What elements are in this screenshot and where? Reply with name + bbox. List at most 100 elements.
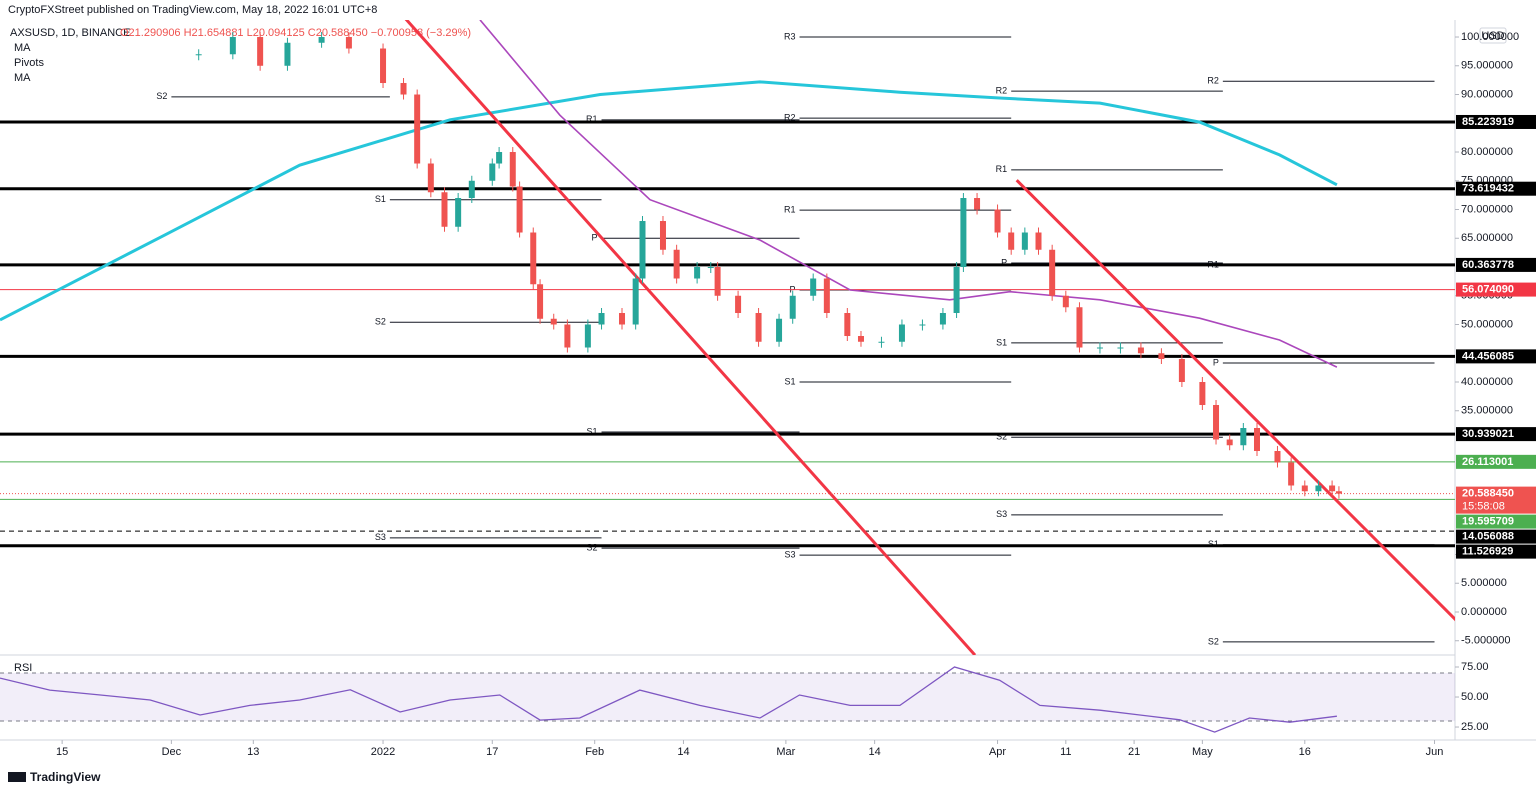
- x-tick-label: 15: [56, 746, 68, 758]
- candle: [960, 198, 967, 268]
- y-tick-label: 95.000000: [1461, 60, 1513, 72]
- candle: [380, 48, 387, 84]
- rsi-band: [0, 673, 1455, 722]
- rsi-tick-label: 75.00: [1461, 661, 1489, 673]
- candle: [229, 37, 236, 55]
- pivot-label: S1: [1208, 539, 1219, 549]
- x-tick-label: Mar: [776, 746, 795, 758]
- currency[interactable]: USD: [1481, 30, 1504, 42]
- candle: [735, 295, 742, 314]
- y-tick-label: -5.000000: [1461, 635, 1511, 647]
- x-tick-label: 14: [677, 746, 689, 758]
- candle: [953, 267, 960, 314]
- pivot-label: S1: [996, 337, 1007, 347]
- level-label: 19.595709: [1462, 516, 1514, 528]
- level-box: [1456, 181, 1536, 196]
- candle: [1178, 359, 1185, 383]
- candle: [516, 186, 523, 233]
- countdown: 15:58:08: [1462, 501, 1505, 513]
- candle: [1240, 428, 1247, 446]
- candle: [673, 249, 680, 279]
- pivot-label: R2: [1207, 76, 1219, 86]
- candle: [1008, 232, 1015, 250]
- rsi-line: [0, 666, 1337, 733]
- last-price-label: 20.588450: [1462, 488, 1514, 500]
- candle: [489, 163, 496, 181]
- indicator-label: MA: [14, 42, 31, 54]
- logo: [8, 772, 26, 782]
- pivot-label: S2: [996, 432, 1007, 442]
- pivot-label: S3: [996, 509, 1007, 519]
- candle: [318, 37, 325, 43]
- candle: [1274, 450, 1281, 463]
- candle: [1199, 382, 1206, 406]
- candle: [530, 232, 537, 285]
- currency-box[interactable]: [1479, 27, 1507, 44]
- indicator-label: MA: [14, 72, 31, 84]
- rsi-title: RSI: [14, 662, 32, 674]
- x-tick-label: Dec: [162, 746, 182, 758]
- pivot-label: S1: [375, 194, 386, 204]
- pivot-label: S1: [587, 426, 598, 436]
- y-tick-label: 50.000000: [1461, 318, 1513, 330]
- candle: [1288, 462, 1295, 486]
- x-tick-label: 2022: [371, 746, 395, 758]
- level-box: [1456, 529, 1536, 544]
- pivot-label: S3: [375, 532, 386, 542]
- level-label: 14.056088: [1462, 531, 1514, 543]
- pivot-label: S2: [587, 543, 598, 553]
- level-box: [1456, 257, 1536, 272]
- symbol: AXSUSD, 1D, BINANCE: [10, 27, 130, 39]
- pivot-label: R2: [784, 112, 796, 122]
- candle: [659, 221, 666, 250]
- y-tick-label: 65.000000: [1461, 232, 1513, 244]
- candle: [619, 313, 626, 325]
- candle: [1035, 232, 1042, 250]
- level-box: [1456, 349, 1536, 364]
- candle: [1335, 491, 1342, 494]
- level-box: [1456, 454, 1536, 469]
- candle: [584, 324, 591, 348]
- level-box: [1456, 114, 1536, 129]
- level-box: [1456, 544, 1536, 559]
- pivot-label: R2: [996, 85, 1008, 95]
- level-label: 30.939021: [1462, 428, 1514, 440]
- footer: TradingView: [30, 770, 101, 784]
- indicator-label: Pivots: [14, 57, 44, 69]
- level-label: 11.526929: [1462, 546, 1513, 558]
- moving-average: [479, 20, 1338, 368]
- level-box: [1456, 514, 1536, 529]
- candle: [1226, 439, 1233, 446]
- level-label: 60.363778: [1462, 259, 1514, 271]
- x-tick-label: 11: [1060, 746, 1071, 758]
- candle: [1158, 353, 1165, 360]
- x-tick-label: 14: [869, 746, 881, 758]
- candle: [455, 198, 462, 227]
- pivot-label: R1: [996, 164, 1008, 174]
- candle: [1117, 347, 1124, 349]
- candle: [496, 152, 503, 164]
- candle: [789, 295, 796, 319]
- y-tick-label: 40.000000: [1461, 376, 1513, 388]
- pivot-label: R1: [586, 114, 598, 124]
- x-tick-label: 17: [486, 746, 498, 758]
- level-label: 85.223919: [1462, 116, 1514, 128]
- pivot-label: S1: [785, 376, 796, 386]
- level-label: 26.113001: [1462, 456, 1513, 468]
- candle: [345, 37, 352, 49]
- candle: [714, 267, 721, 296]
- candle: [919, 324, 926, 326]
- candle: [1096, 347, 1103, 349]
- candle: [639, 221, 646, 279]
- candle: [1253, 428, 1260, 451]
- y-tick-label: 35.000000: [1461, 405, 1513, 417]
- candle: [1062, 295, 1069, 308]
- candle: [939, 313, 946, 325]
- pivot-label: R1: [784, 204, 796, 214]
- trendline: [1015, 179, 1455, 622]
- x-tick-label: 21: [1128, 746, 1140, 758]
- candle: [1301, 485, 1308, 492]
- level-box: [1456, 427, 1536, 442]
- candle: [414, 94, 421, 164]
